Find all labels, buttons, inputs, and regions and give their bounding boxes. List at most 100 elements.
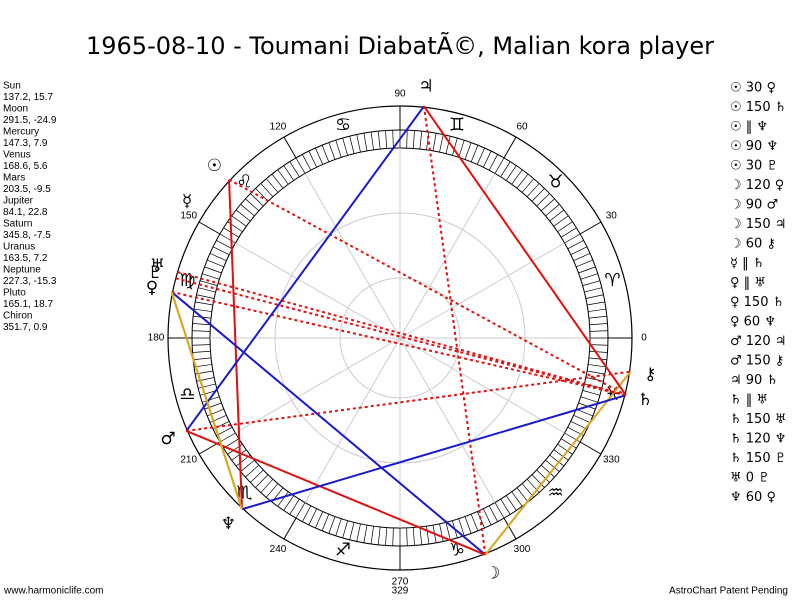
tick xyxy=(476,511,485,529)
planet-position: 137.2, 15.7 xyxy=(3,92,53,103)
tick xyxy=(250,469,264,483)
aspect-line xyxy=(170,291,487,556)
tick xyxy=(295,157,306,174)
tick xyxy=(363,133,368,151)
planet-name: Jupiter xyxy=(3,196,34,207)
planet-name: Mars xyxy=(3,173,25,184)
tick xyxy=(385,130,388,149)
aspect-line xyxy=(422,106,487,555)
tick xyxy=(500,161,511,178)
tick xyxy=(570,420,588,430)
tick xyxy=(363,525,368,543)
degree-label: 0 xyxy=(641,333,647,344)
tick xyxy=(199,280,218,286)
ascendant-label: 329 xyxy=(392,586,409,597)
tick xyxy=(470,145,479,162)
degree-label: 270 xyxy=(392,577,409,588)
tick xyxy=(419,526,423,545)
tick xyxy=(488,505,498,522)
tick xyxy=(260,478,274,493)
tick xyxy=(557,221,573,233)
tick xyxy=(219,432,236,443)
tick xyxy=(204,266,222,274)
tick xyxy=(283,495,295,511)
tick xyxy=(567,240,584,250)
tick xyxy=(370,526,374,545)
degree-label: 300 xyxy=(514,544,531,555)
planet-name: Pluto xyxy=(3,288,26,299)
zodiac-sign: ♎ xyxy=(179,384,195,405)
tick xyxy=(255,188,269,202)
planet-name: Moon xyxy=(3,104,28,115)
degree-label: 150 xyxy=(180,211,197,222)
sign-divider xyxy=(283,136,297,159)
tick xyxy=(588,364,607,368)
tick xyxy=(202,396,220,403)
planet-glyph: ☉ xyxy=(207,156,222,176)
tick xyxy=(192,350,211,353)
tick xyxy=(439,523,444,542)
tick xyxy=(464,142,472,160)
planet-glyph: ☽ xyxy=(485,563,500,583)
tick xyxy=(570,246,588,256)
tick xyxy=(557,443,573,455)
degree-label: 240 xyxy=(270,544,287,555)
tick xyxy=(192,323,211,326)
tick xyxy=(349,136,355,154)
aspect-entry: ♄ ‖ ♅ xyxy=(730,393,768,408)
tick xyxy=(464,516,472,534)
sign-divider xyxy=(503,517,517,540)
sign-divider xyxy=(503,136,517,159)
tick xyxy=(511,491,523,507)
degree-label: 180 xyxy=(148,333,165,344)
tick xyxy=(419,131,423,150)
tick xyxy=(315,147,324,165)
aspect-line xyxy=(185,105,425,432)
tick xyxy=(308,150,318,168)
planet-glyph: ♃ xyxy=(418,76,433,96)
zodiac-sign: ♈ xyxy=(604,270,620,291)
tick xyxy=(260,183,274,198)
tick xyxy=(207,408,224,417)
tick xyxy=(587,370,605,375)
tick xyxy=(576,259,593,268)
tick xyxy=(588,357,607,361)
tick xyxy=(588,308,607,312)
grid-spoke xyxy=(399,337,565,434)
sign-divider xyxy=(579,221,602,235)
tick xyxy=(585,294,604,299)
planet-position: 165.1, 18.7 xyxy=(3,299,53,310)
tick xyxy=(392,130,394,149)
grid-spoke xyxy=(235,337,401,434)
tick xyxy=(587,301,605,306)
aspect-entry: ♀ ‖ ♅ xyxy=(730,276,766,291)
tick xyxy=(589,323,608,326)
tick xyxy=(553,215,569,227)
tick xyxy=(582,390,601,396)
aspect-entry: ☽ 120 ♀ xyxy=(730,178,784,193)
planet-position: 147.3, 7.9 xyxy=(3,138,48,149)
tick xyxy=(240,459,255,472)
tick xyxy=(377,131,381,150)
aspect-line xyxy=(186,370,631,432)
tick xyxy=(385,527,388,546)
degree-label: 30 xyxy=(606,211,618,222)
tick xyxy=(545,204,560,217)
aspect-entry: ☉ 90 ♆ xyxy=(730,139,778,154)
tick xyxy=(193,364,212,368)
tick xyxy=(283,165,295,181)
planet-position: 84.1, 22.8 xyxy=(3,207,48,218)
zodiac-sign: ♋ xyxy=(335,114,351,135)
aspect-entry: ☉ 150 ♄ xyxy=(730,100,786,115)
tick xyxy=(289,498,300,515)
aspect-entry: ☿ ‖ ♄ xyxy=(730,256,764,271)
tick xyxy=(412,130,415,149)
tick xyxy=(192,344,211,346)
degree-label: 120 xyxy=(270,121,287,132)
tick xyxy=(494,502,505,519)
tick xyxy=(231,215,247,227)
tick xyxy=(195,301,213,306)
tick xyxy=(540,464,555,478)
tick xyxy=(500,498,511,515)
zodiac-sign: ♌ xyxy=(236,171,252,192)
